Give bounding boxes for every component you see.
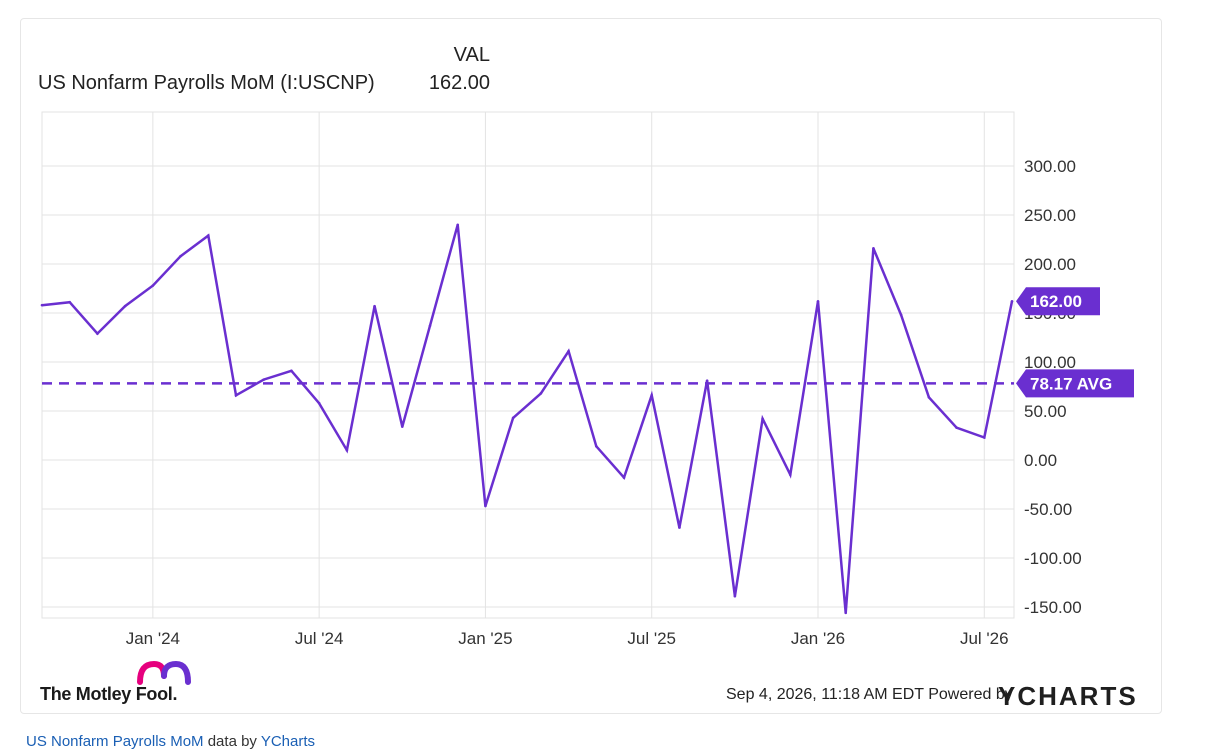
data-point (650, 394, 654, 397)
series-link[interactable]: US Nonfarm Payrolls MoM (26, 733, 204, 750)
data-point (290, 369, 293, 373)
timestamp-text: Sep 4, 2026, 11:18 AM EDT (726, 686, 924, 703)
data-point (234, 394, 238, 397)
average-label: 78.17 AVG (1030, 374, 1112, 393)
jester-hat-icon (137, 660, 191, 685)
data-point (40, 303, 44, 307)
data-point (400, 425, 404, 428)
data-point (68, 300, 72, 304)
line-chart: -150.00-100.00-50.000.0050.00100.00150.0… (40, 111, 1134, 648)
value-column-heading: VAL (453, 44, 490, 66)
y-tick-label: 300.00 (1024, 157, 1076, 176)
average-flag (1016, 369, 1134, 398)
data-point (345, 448, 349, 452)
y-axis-ticks: -150.00-100.00-50.000.0050.00100.00150.0… (1024, 157, 1082, 617)
data-point (456, 223, 460, 227)
series-line (40, 223, 1014, 615)
data-point (567, 349, 570, 353)
data-point (955, 426, 958, 429)
credit-text: data by (203, 733, 261, 750)
grid-lines (41, 111, 1015, 619)
y-tick-label: 200.00 (1024, 255, 1076, 274)
data-point (761, 417, 764, 421)
data-point (484, 504, 487, 508)
y-tick-label: 100.00 (1024, 353, 1076, 372)
data-point (179, 254, 182, 258)
data-credit: US Nonfarm Payrolls MoM data by YCharts (26, 733, 315, 750)
data-point (511, 416, 515, 420)
series-polyline (41, 224, 1014, 614)
data-point (123, 304, 127, 308)
value-flags: 162.00 78.17 AVG (1016, 287, 1134, 398)
footer-timestamp: Sep 4, 2026, 11:18 AM EDT Powered by (726, 686, 1013, 704)
data-point (705, 379, 709, 382)
data-point (788, 473, 792, 477)
y-tick-label: -50.00 (1024, 500, 1072, 519)
x-tick-label: Jan '24 (126, 629, 180, 648)
chart-card (20, 18, 1162, 714)
y-tick-label: 250.00 (1024, 206, 1076, 225)
plot-border (41, 111, 1015, 619)
data-point (678, 526, 681, 529)
data-point (1010, 299, 1014, 303)
x-tick-label: Jul '25 (627, 629, 676, 648)
x-tick-label: Jul '26 (960, 629, 1009, 648)
series-current-value: 162.00 (428, 72, 490, 94)
y-tick-label: 0.00 (1024, 451, 1057, 470)
series-name[interactable]: US Nonfarm Payrolls MoM (I:USCNP) (38, 72, 375, 94)
data-point (206, 234, 210, 237)
data-point (927, 395, 931, 399)
y-tick-label: -100.00 (1024, 549, 1082, 568)
x-tick-label: Jan '25 (458, 629, 512, 648)
x-axis-ticks: Jan '24 Jul '24 Jan '25 Jul '25 Jan '26 Jul '… (126, 629, 1009, 648)
data-point (317, 401, 321, 405)
data-point (373, 304, 376, 308)
data-point (428, 324, 432, 328)
data-point (733, 594, 737, 598)
x-tick-label: Jul '24 (295, 629, 344, 648)
data-point (539, 392, 543, 395)
data-point (594, 444, 598, 448)
y-tick-label: 50.00 (1024, 402, 1067, 421)
last-value-flag (1016, 287, 1100, 316)
powered-by-text: Powered by (928, 686, 1013, 703)
data-point (899, 313, 903, 317)
motley-fool-wordmark: The Motley Fool. (40, 684, 178, 704)
ycharts-link[interactable]: YCharts (260, 733, 316, 750)
data-point (844, 611, 848, 615)
x-tick-label: Jan '26 (791, 629, 845, 648)
data-point (151, 284, 155, 287)
data-point (816, 299, 820, 303)
data-point (262, 378, 266, 381)
y-tick-label: -150.00 (1024, 598, 1082, 617)
ycharts-logo[interactable]: YCHARTS (998, 681, 1138, 711)
data-point (872, 247, 875, 250)
data-point (982, 436, 986, 439)
data-point (622, 476, 626, 479)
data-point (96, 332, 99, 335)
last-value-label: 162.00 (1030, 292, 1082, 311)
